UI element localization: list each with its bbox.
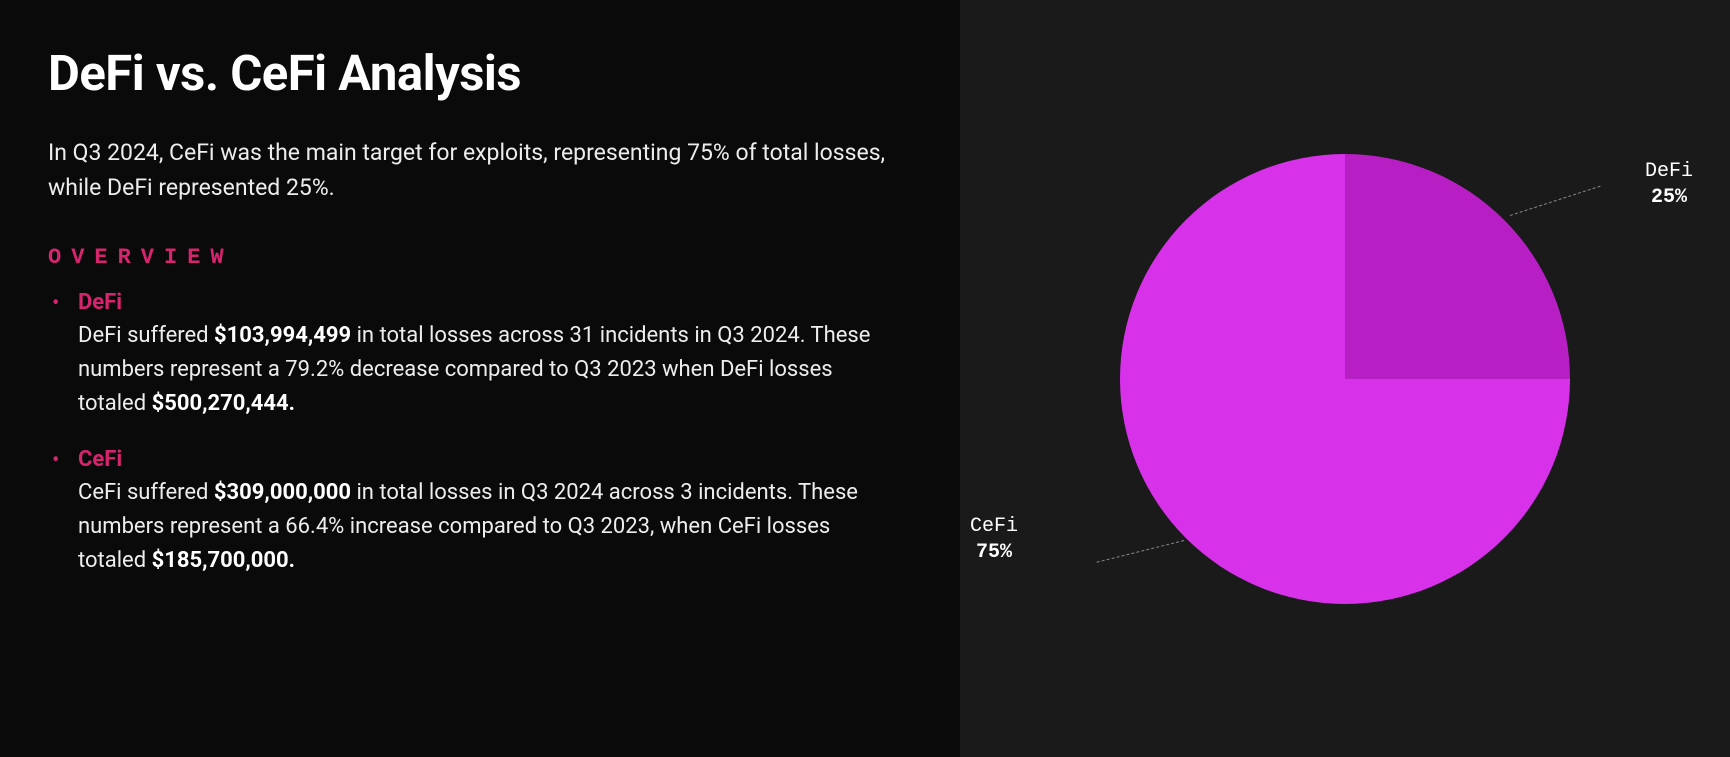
page-title: DeFi vs. CeFi Analysis [48,45,900,102]
chart-panel: DeFi25% CeFi75% [960,0,1730,757]
text-panel: DeFi vs. CeFi Analysis In Q3 2024, CeFi … [0,0,960,757]
slice-label-cefi: CeFi75% [970,514,1018,566]
item-body-defi: DeFi suffered $103,994,499 in total loss… [78,319,898,421]
overview-list: DeFi DeFi suffered $103,994,499 in total… [48,290,900,579]
pie-chart: DeFi25%CeFi75% [1120,154,1570,604]
list-item: DeFi DeFi suffered $103,994,499 in total… [48,290,900,421]
pie-slice-defi [1345,154,1570,379]
item-title-defi: DeFi [78,290,900,315]
list-item: CeFi CeFi suffered $309,000,000 in total… [48,447,900,578]
item-body-cefi: CeFi suffered $309,000,000 in total loss… [78,476,898,578]
overview-heading: OVERVIEW [48,245,900,270]
pie-svg [1120,154,1570,604]
intro-paragraph: In Q3 2024, CeFi was the main target for… [48,136,888,205]
slice-label-defi: DeFi25% [1645,159,1693,211]
item-title-cefi: CeFi [78,447,900,472]
